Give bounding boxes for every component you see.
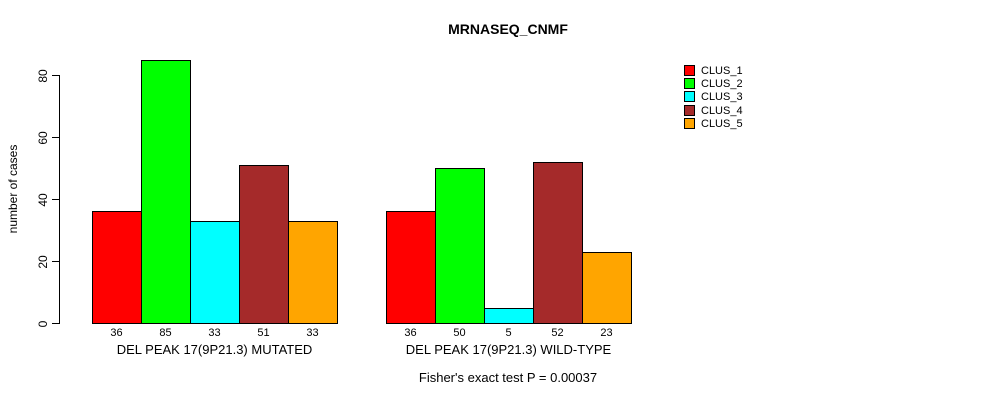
bar-value-label: 85 (159, 327, 172, 339)
legend-label: CLUS_4 (701, 104, 743, 117)
y-tick (52, 137, 59, 138)
y-tick (52, 261, 59, 262)
y-axis-line (59, 75, 60, 324)
bar-clus_3-group1 (190, 220, 240, 324)
legend-swatch-clus_5 (684, 117, 695, 129)
y-tick-label: 0 (36, 320, 50, 327)
y-tick (52, 199, 59, 200)
y-tick-label: 40 (36, 192, 50, 207)
y-tick-label: 80 (36, 68, 50, 83)
bar-value-label: 36 (404, 327, 417, 339)
legend-swatch-clus_4 (684, 104, 695, 116)
bar-value-label: 52 (551, 327, 564, 339)
bar-clus_4-group1 (239, 164, 289, 324)
bar-clus_1-group2 (386, 211, 436, 324)
bar-clus_2-group1 (141, 59, 191, 324)
bar-value-label: 33 (306, 327, 319, 339)
group-label: DEL PEAK 17(9P21.3) WILD-TYPE (405, 342, 612, 357)
legend-swatch-clus_1 (684, 65, 695, 76)
bar-clus_4-group2 (533, 161, 583, 324)
bar-value-label: 33 (208, 327, 221, 339)
legend-swatch-clus_3 (684, 91, 695, 103)
y-tick (52, 323, 59, 324)
chart-title: MRNASEQ_CNMF (448, 21, 568, 37)
legend-swatch-clus_2 (684, 78, 695, 90)
bar-value-label: 23 (600, 327, 613, 339)
legend-label: CLUS_2 (701, 78, 743, 91)
legend-label: CLUS_3 (701, 91, 743, 104)
bar-clus_3-group2 (484, 307, 534, 324)
bar-clus_1-group1 (92, 211, 142, 324)
bar-value-label: 36 (110, 327, 123, 339)
y-axis-title: number of cases (6, 144, 20, 234)
bar-value-label: 5 (505, 327, 512, 339)
y-tick-label: 60 (36, 130, 50, 145)
legend-label: CLUS_5 (701, 117, 743, 130)
bar-clus_2-group2 (435, 168, 485, 324)
group-label: DEL PEAK 17(9P21.3) MUTATED (116, 342, 313, 357)
bar-value-label: 51 (257, 327, 270, 339)
y-tick-label: 20 (36, 254, 50, 269)
bar-clus_5-group2 (582, 251, 632, 324)
bar-value-label: 50 (453, 327, 466, 339)
y-tick (52, 75, 59, 76)
bar-clus_5-group1 (288, 220, 338, 324)
legend-label: CLUS_1 (701, 65, 743, 77)
stat-annotation: Fisher's exact test P = 0.00037 (418, 370, 598, 385)
